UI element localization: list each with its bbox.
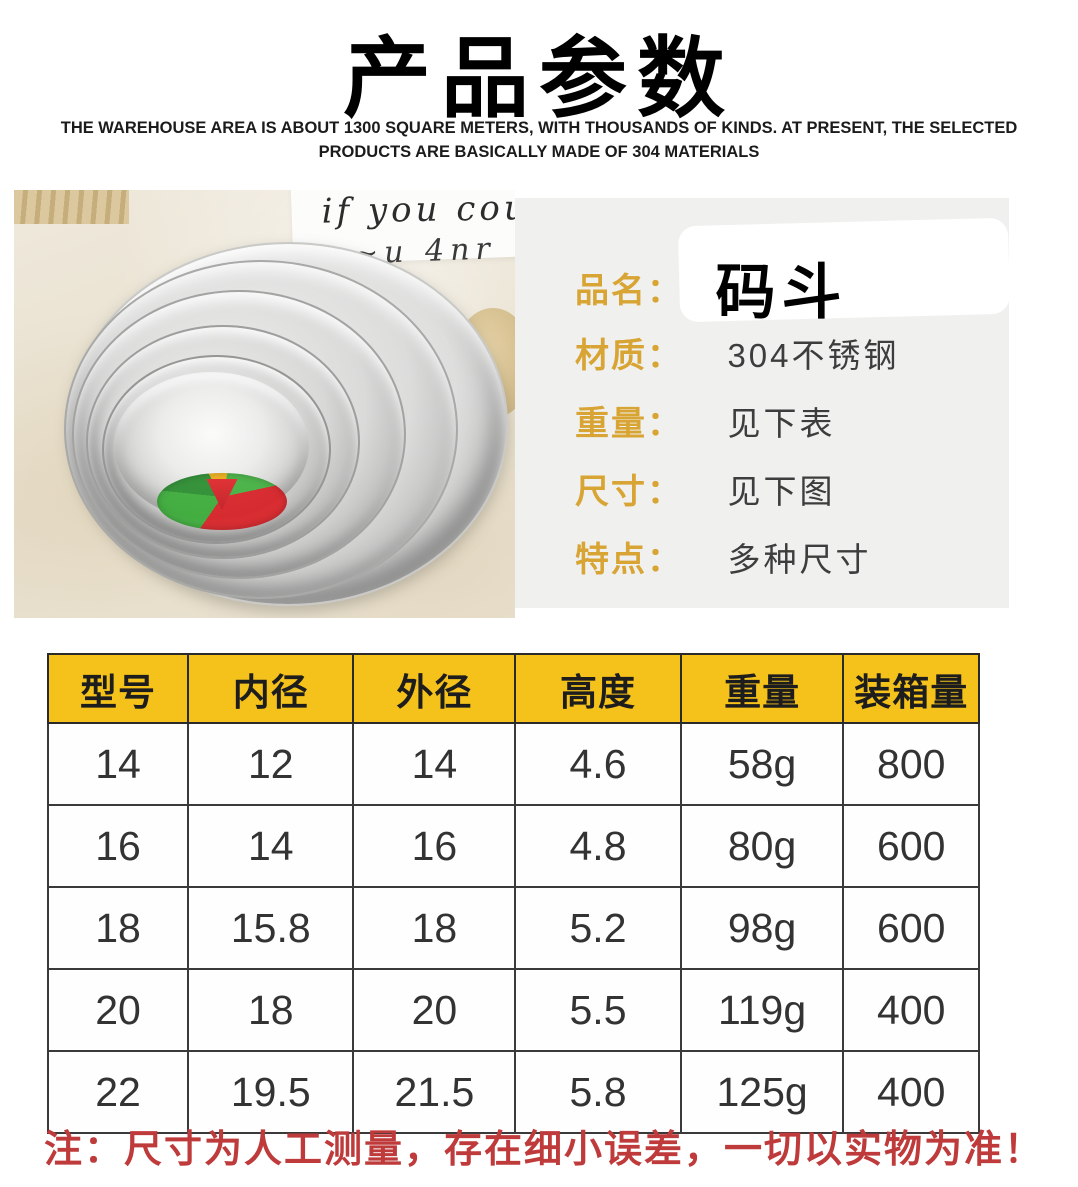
cell-inner-diameter: 19.5: [187, 1050, 355, 1134]
cell-model: 18: [46, 886, 190, 970]
cell-weight: 80g: [679, 804, 845, 888]
header-weight: 重量: [679, 653, 845, 724]
measurement-note: 注：尺寸为人工测量，存在细小误差，一切以实物为准！: [44, 1129, 1045, 1171]
cell-model: 20: [46, 968, 190, 1052]
info-row-name: 品名： 码斗: [575, 217, 1011, 331]
product-photo: if you cou ~u 4nr: [14, 190, 515, 618]
cell-height: 5.5: [514, 968, 682, 1052]
cell-model: 16: [46, 804, 190, 888]
table-row: 18 15.8 18 5.2 98g 600: [46, 886, 980, 970]
cell-inner-diameter: 14: [187, 804, 355, 888]
cell-packing-qty: 800: [842, 722, 980, 806]
basket-texture: [14, 190, 129, 224]
field-label-material: 材质：: [575, 337, 683, 375]
header-packing-qty: 装箱量: [842, 653, 980, 724]
page-title: 产品参数: [342, 29, 735, 128]
header-height: 高度: [514, 653, 682, 724]
cell-packing-qty: 600: [842, 886, 980, 970]
cell-height: 5.8: [514, 1050, 682, 1134]
field-label-weight: 重量：: [575, 405, 683, 443]
spec-table: 型号 内径 外径 高度 重量 装箱量 14 12 14 4.6 58g 800 …: [46, 653, 980, 1134]
subtitle-line-2: PRODUCTS ARE BASICALLY MADE OF 304 MATER…: [318, 142, 760, 161]
field-value-material: 304不锈钢: [727, 336, 900, 374]
cell-model: 14: [46, 722, 190, 806]
field-value-size: 见下图: [727, 472, 836, 510]
handwriting-line-1: if you cou: [321, 190, 515, 232]
header-inner-diameter: 内径: [187, 653, 355, 724]
cell-packing-qty: 400: [842, 1050, 980, 1134]
field-value-weight: 见下表: [727, 404, 836, 442]
cell-inner-diameter: 12: [187, 722, 355, 806]
field-value-name: 码斗: [678, 217, 1011, 331]
cell-height: 4.8: [514, 804, 682, 888]
cell-height: 4.6: [514, 722, 682, 806]
field-label-name: 品名：: [575, 272, 683, 310]
field-value-feature: 多种尺寸: [727, 540, 872, 578]
cell-weight: 125g: [679, 1050, 845, 1134]
cell-outer-diameter: 21.5: [352, 1050, 517, 1134]
header-outer-diameter: 外径: [352, 653, 517, 724]
table-row: 16 14 16 4.8 80g 600: [46, 804, 980, 888]
product-label-sticker: [157, 473, 287, 530]
info-row-size: 尺寸： 见下图: [575, 464, 835, 513]
info-row-feature: 特点： 多种尺寸: [575, 532, 871, 581]
page-subtitle: THE WAREHOUSE AREA IS ABOUT 1300 SQUARE …: [16, 116, 1062, 164]
product-info-panel: 品名： 码斗 材质： 304不锈钢 重量： 见下表 尺寸： 见下图 特点： 多种…: [515, 198, 1011, 608]
cell-packing-qty: 600: [842, 804, 980, 888]
spec-table-header: 型号 内径 外径 高度 重量 装箱量: [46, 653, 980, 724]
cell-outer-diameter: 18: [352, 886, 517, 970]
cell-outer-diameter: 16: [352, 804, 517, 888]
table-row: 22 19.5 21.5 5.8 125g 400: [46, 1050, 980, 1134]
info-row-weight: 重量： 见下表: [575, 396, 835, 445]
field-label-feature: 特点：: [575, 541, 683, 579]
cell-weight: 98g: [679, 886, 845, 970]
cell-height: 5.2: [514, 886, 682, 970]
cell-outer-diameter: 20: [352, 968, 517, 1052]
header-model: 型号: [46, 653, 190, 724]
cell-weight: 58g: [679, 722, 845, 806]
table-row: 14 12 14 4.6 58g 800: [46, 722, 980, 806]
field-label-size: 尺寸：: [575, 473, 683, 511]
cell-inner-diameter: 15.8: [187, 886, 355, 970]
cell-outer-diameter: 14: [352, 722, 517, 806]
cell-packing-qty: 400: [842, 968, 980, 1052]
table-header-row: 型号 内径 外径 高度 重量 装箱量: [46, 653, 980, 724]
subtitle-line-1: THE WAREHOUSE AREA IS ABOUT 1300 SQUARE …: [60, 118, 1018, 137]
cell-inner-diameter: 18: [187, 968, 355, 1052]
cell-model: 22: [46, 1050, 190, 1134]
info-row-material: 材质： 304不锈钢: [575, 328, 900, 377]
cell-weight: 119g: [679, 968, 845, 1052]
table-row: 20 18 20 5.5 119g 400: [46, 968, 980, 1052]
